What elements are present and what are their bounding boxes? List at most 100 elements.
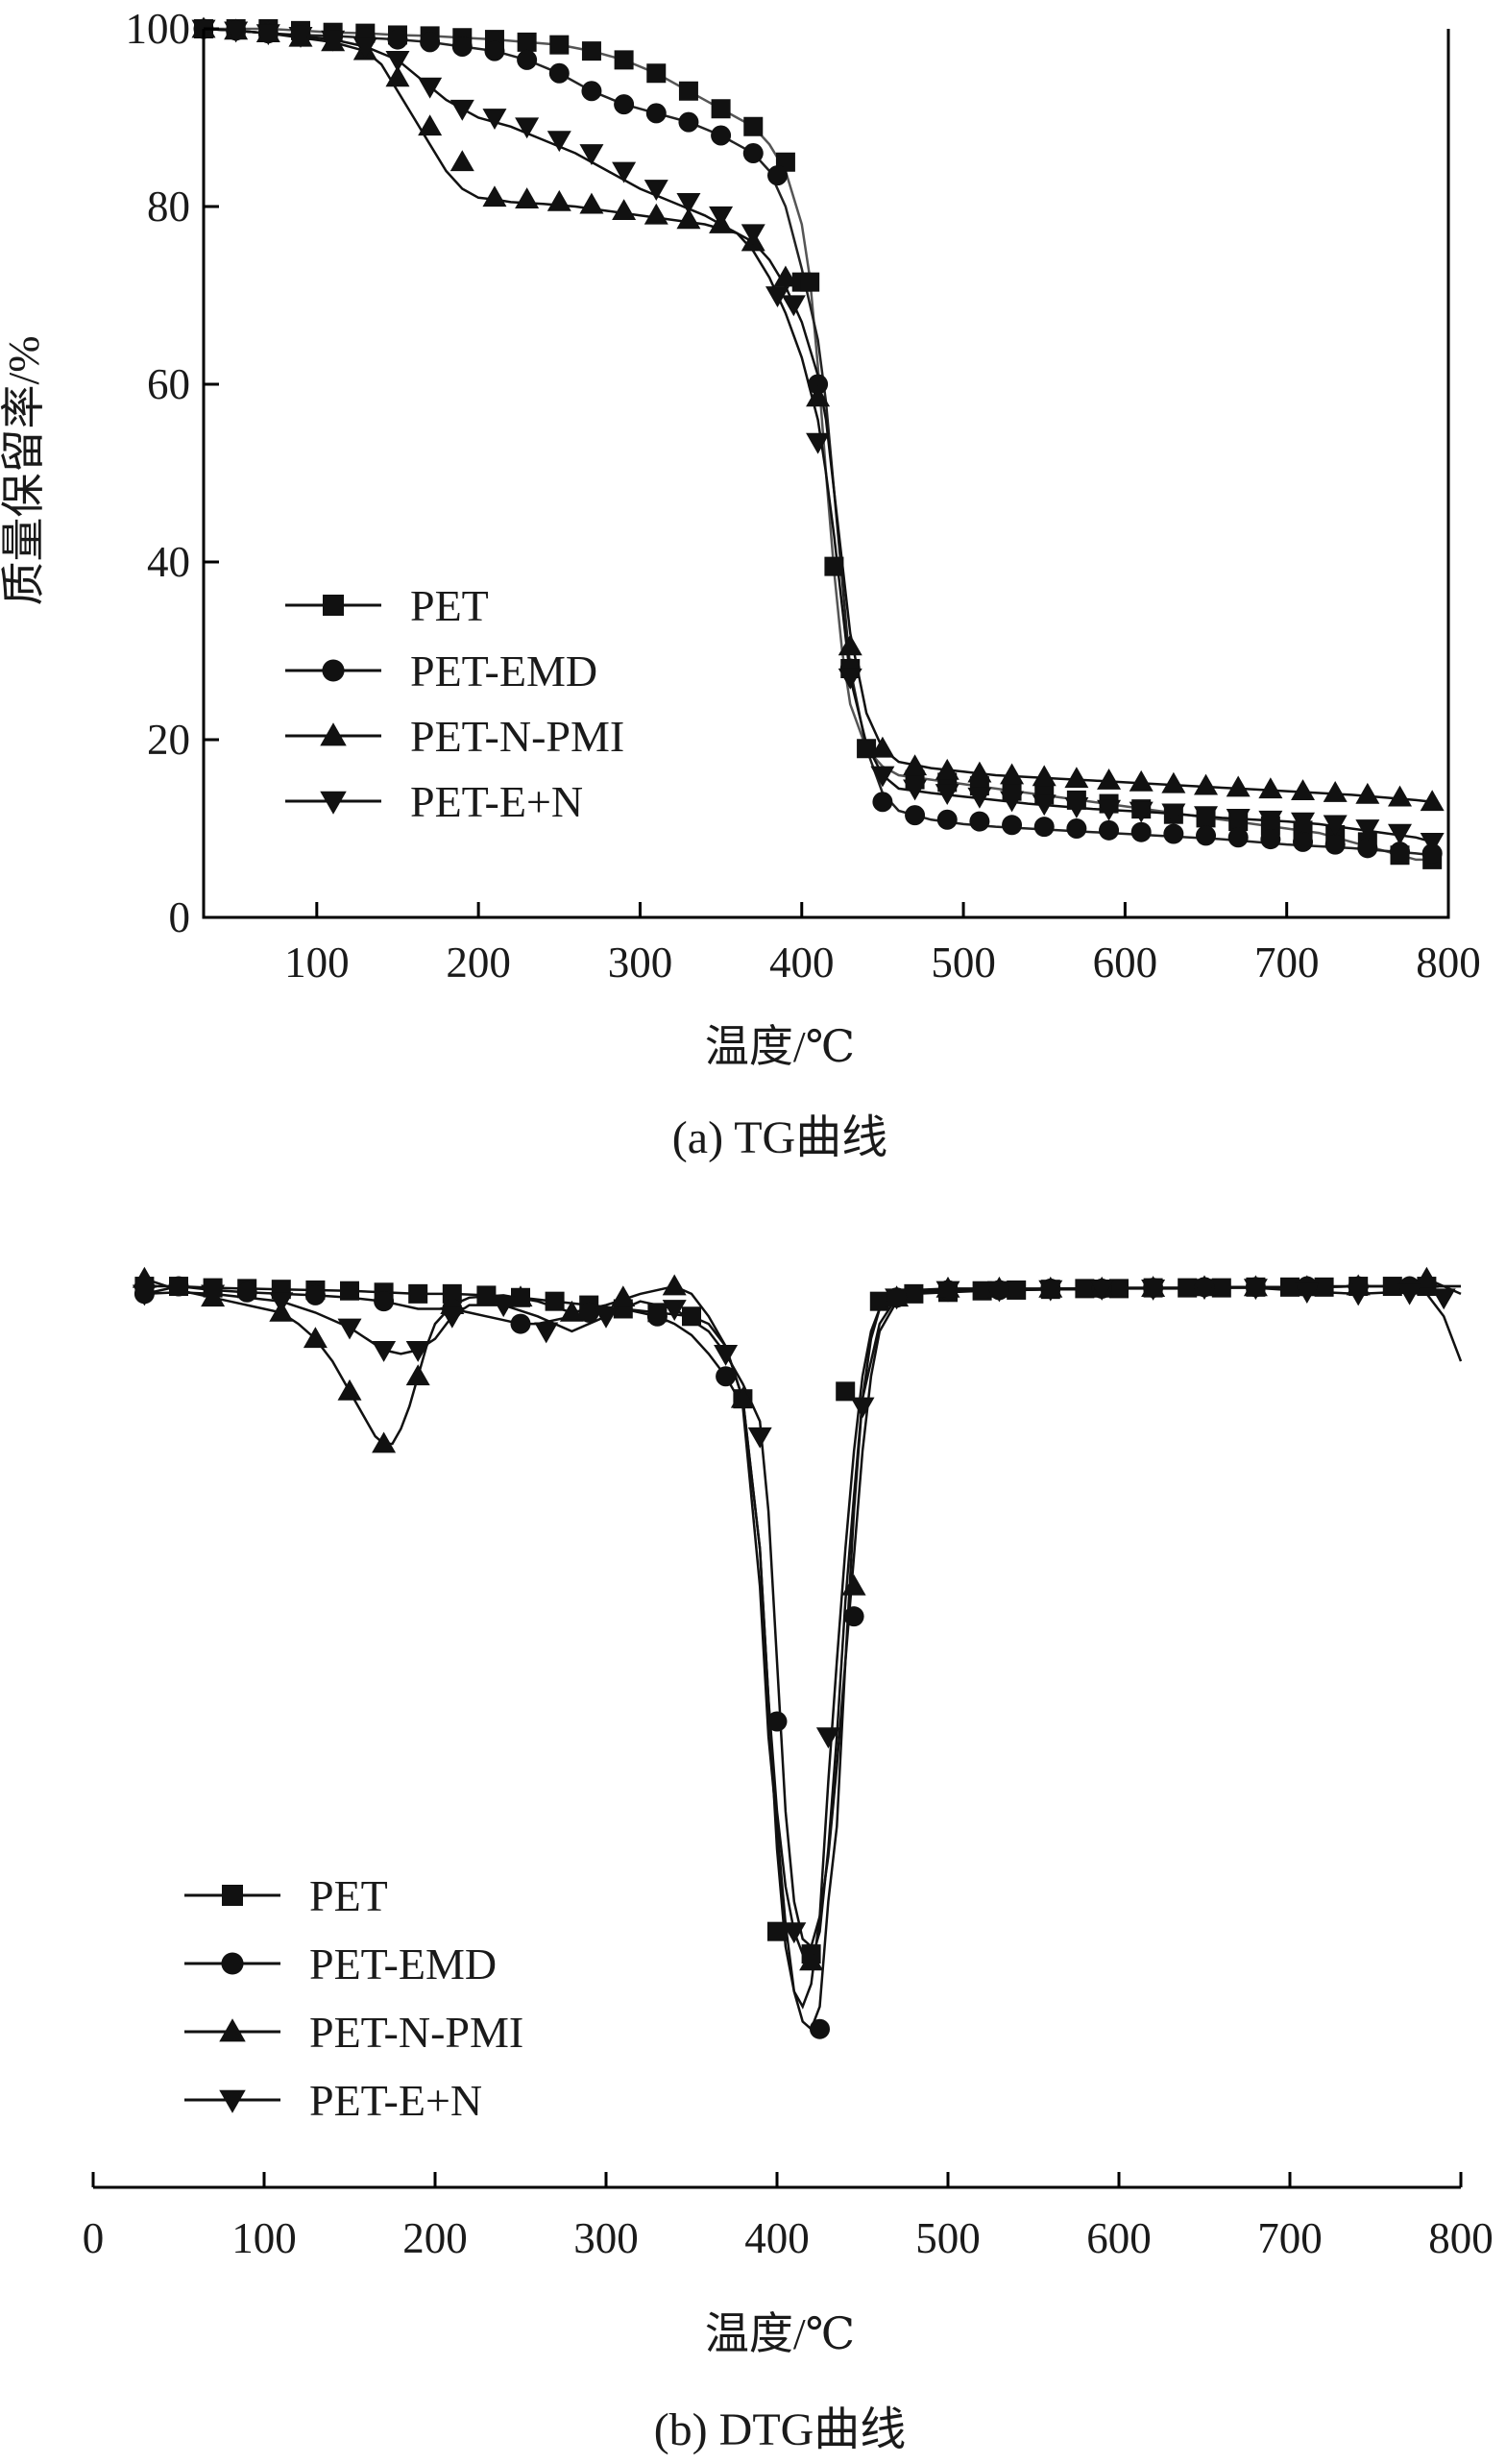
marker-pet	[1109, 1279, 1129, 1299]
marker-pet-emd	[484, 40, 505, 61]
legend-label-pet-n-pmi: PET-N-PMI	[309, 2008, 523, 2057]
legend-marker-pet-n-pmi	[219, 2018, 246, 2042]
marker-pet-emd	[1033, 817, 1055, 838]
x-tick-label: 0	[83, 2214, 105, 2262]
marker-pet-n-pmi	[1000, 763, 1025, 785]
marker-pet-e-n	[986, 1281, 1011, 1303]
tg-chart: 100 200 300 400 500 600 700 800 0 20 40 60 80 100 温度…	[0, 5, 1481, 1163]
marker-pet-n-pmi	[806, 385, 831, 407]
marker-pet-emd	[808, 374, 829, 395]
marker-pet-e-n	[782, 1922, 807, 1944]
marker-pet-e-n	[515, 117, 540, 139]
x-tick-label: 100	[231, 2214, 297, 2262]
marker-pet-emd	[872, 792, 893, 813]
marker-pet-e-n	[1355, 819, 1380, 841]
marker-pet-e-n	[1141, 1280, 1166, 1301]
marker-pet-n-pmi	[1226, 775, 1251, 797]
legend-label-pet-e-n: PET-E+N	[309, 2076, 482, 2125]
marker-pet-n-pmi	[773, 265, 798, 287]
marker-pet-e-n	[644, 180, 668, 201]
marker-pet-e-n	[352, 37, 377, 59]
marker-pet	[682, 1306, 701, 1327]
marker-pet-e-n	[870, 766, 895, 788]
marker-pet-n-pmi	[662, 1274, 687, 1296]
marker-pet-e-n	[1291, 812, 1316, 834]
marker-pet-emd	[766, 1711, 788, 1732]
marker-pet-e-n	[662, 1300, 687, 1321]
marker-pet-emd	[451, 37, 473, 57]
marker-pet-emd	[304, 1284, 326, 1305]
marker-pet	[711, 99, 731, 119]
marker-pet-e-n	[1431, 1288, 1456, 1310]
marker-pet-e-n	[1323, 815, 1348, 837]
marker-pet-emd	[1163, 823, 1184, 844]
dtg-x-axis-title: 温度/℃	[705, 2309, 855, 2358]
marker-pet	[476, 1285, 497, 1305]
legend-marker-pet-e-n	[320, 791, 347, 815]
marker-pet-e-n	[1032, 794, 1057, 817]
marker-pet	[743, 116, 764, 136]
marker-pet-e-n	[714, 1344, 739, 1366]
marker-pet	[1007, 1280, 1027, 1300]
legend-label-pet-emd: PET-EMD	[410, 646, 597, 695]
marker-pet-emd	[510, 1313, 531, 1334]
marker-pet-e-n	[1226, 809, 1251, 830]
marker-pet-e-n	[1089, 1280, 1114, 1301]
marker-pet-emd	[742, 143, 764, 163]
marker-pet-n-pmi	[903, 754, 928, 776]
marker-pet	[678, 81, 698, 101]
tg-y-ticks: 0 20 40 60 80 100	[126, 5, 219, 941]
marker-pet-e-n	[1194, 806, 1219, 828]
marker-pet-e-n	[781, 295, 806, 317]
x-tick-label: 500	[931, 939, 996, 987]
marker-pet-e-n	[594, 1306, 619, 1329]
legend-marker-pet-n-pmi	[320, 722, 347, 746]
marker-pet-e-n	[1097, 799, 1122, 821]
marker-pet	[767, 1921, 787, 1941]
marker-pet-emd	[387, 29, 408, 50]
x-tick-label: 200	[446, 939, 511, 987]
marker-pet-emd	[678, 111, 699, 133]
marker-pet-emd	[1293, 831, 1314, 852]
marker-pet-emd	[645, 103, 667, 124]
marker-pet-emd	[1357, 838, 1378, 859]
marker-pet-e-n	[482, 109, 507, 130]
marker-pet-n-pmi	[935, 758, 959, 780]
legend-marker-pet-emd	[322, 659, 345, 682]
marker-pet-emd	[905, 805, 926, 826]
marker-pet	[517, 32, 537, 52]
x-tick-label: 300	[608, 939, 673, 987]
x-tick-label: 600	[1086, 2214, 1152, 2262]
y-tick-label: 80	[147, 183, 190, 231]
marker-pet-n-pmi	[612, 199, 637, 220]
marker-pet-emd	[1099, 819, 1120, 841]
marker-pet-n-pmi	[1064, 767, 1089, 789]
marker-pet-n-pmi	[644, 203, 668, 225]
x-tick-label: 100	[284, 939, 350, 987]
marker-pet-e-n	[1420, 833, 1445, 854]
y-tick-label: 100	[126, 5, 191, 53]
marker-pet-emd	[646, 1305, 668, 1327]
marker-pet-n-pmi	[579, 192, 604, 214]
marker-pet-e-n	[765, 286, 790, 307]
tg-x-ticks: 100 200 300 400 500 600 700 800	[284, 902, 1481, 987]
legend-label-pet-e-n: PET-E+N	[410, 777, 583, 826]
marker-pet-emd	[1324, 834, 1346, 855]
x-tick-label: 700	[1257, 2214, 1323, 2262]
marker-pet	[581, 41, 601, 61]
series-line-pet-n-pmi	[144, 1277, 1462, 1964]
marker-pet-e-n	[1295, 1282, 1320, 1305]
y-tick-label: 40	[147, 538, 190, 586]
y-tick-label: 60	[147, 360, 190, 408]
marker-pet	[408, 1283, 428, 1304]
marker-pet-emd	[548, 62, 570, 84]
marker-pet	[824, 556, 844, 576]
marker-pet-e-n	[224, 21, 249, 43]
marker-pet-n-pmi	[1291, 779, 1316, 801]
tg-x-axis-title: 温度/℃	[705, 1022, 855, 1071]
marker-pet	[1280, 1277, 1300, 1297]
marker-pet-e-n	[491, 1296, 516, 1318]
marker-pet-e-n	[1192, 1279, 1217, 1301]
marker-pet-n-pmi	[799, 1949, 824, 1971]
